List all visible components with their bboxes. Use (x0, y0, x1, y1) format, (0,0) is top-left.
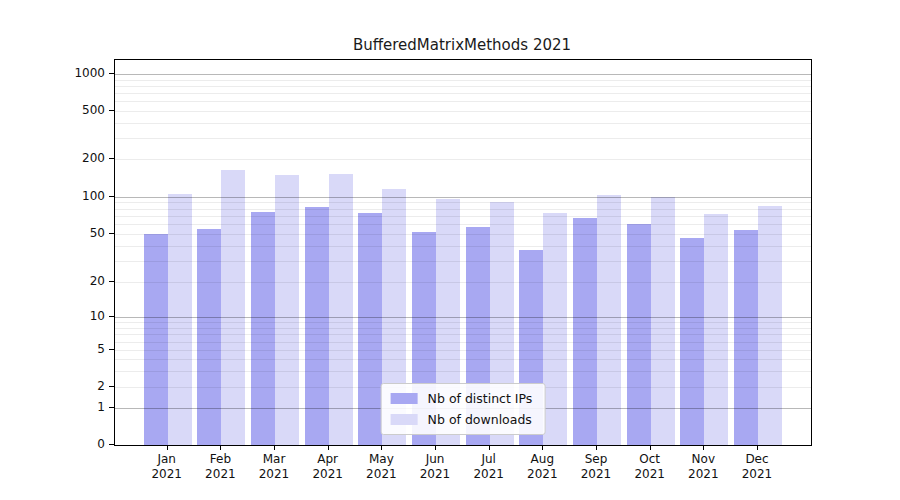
y-axis-tick-10 (109, 316, 114, 317)
y-axis-tick-50 (109, 233, 114, 234)
x-axis-label-apr: Apr 2021 (297, 452, 359, 482)
gridline-y-40 (115, 246, 811, 247)
gridline-y-10 (115, 317, 811, 318)
legend-item-downloads: Nb of downloads (391, 412, 533, 427)
x-axis-label-dec: Dec 2021 (726, 452, 788, 482)
x-axis-label-nov: Nov 2021 (672, 452, 734, 482)
x-axis-label-sep: Sep 2021 (565, 452, 627, 482)
bar-ips-jan (144, 234, 168, 445)
bar-downloads-jan (168, 194, 192, 445)
y-axis-tick-0 (109, 444, 114, 445)
y-axis-tick-20 (109, 281, 114, 282)
y-axis-tick-2 (109, 386, 114, 387)
gridline-y-100 (115, 197, 811, 198)
y-axis-label-5: 5 (59, 343, 105, 355)
x-axis-tick-jul (489, 445, 490, 450)
gridline-y-20 (115, 282, 811, 283)
gridline-y-700 (115, 93, 811, 94)
gridline-y-5 (115, 350, 811, 351)
gridline-y-9 (115, 322, 811, 323)
y-axis-label-20: 20 (59, 275, 105, 287)
x-axis-tick-dec (757, 445, 758, 450)
y-axis-label-50: 50 (59, 227, 105, 239)
x-axis-tick-may (381, 445, 382, 450)
legend-swatch-distinct-ips (391, 393, 418, 404)
y-axis-tick-1 (109, 407, 114, 408)
x-axis-label-mar: Mar 2021 (243, 452, 305, 482)
x-axis-tick-apr (328, 445, 329, 450)
y-axis-tick-5 (109, 349, 114, 350)
x-axis-label-jan: Jan 2021 (136, 452, 198, 482)
bar-ips-may (358, 213, 382, 445)
bar-ips-sep (573, 218, 597, 445)
gridline-y-600 (115, 101, 811, 102)
x-axis-tick-feb (220, 445, 221, 450)
gridline-y-300 (115, 138, 811, 139)
legend: Nb of distinct IPs Nb of downloads (381, 383, 546, 435)
chart-figure: BufferedMatrixMethods 2021 Nb of distinc… (0, 0, 900, 500)
gridline-y-200 (115, 159, 811, 160)
x-axis-tick-nov (703, 445, 704, 450)
legend-swatch-downloads (391, 414, 418, 425)
legend-label: Nb of distinct IPs (428, 391, 533, 406)
bar-downloads-nov (704, 214, 728, 445)
gridline-y-80 (115, 209, 811, 210)
gridline-y-1000 (115, 74, 811, 75)
gridline-y-400 (115, 123, 811, 124)
bar-downloads-apr (329, 174, 353, 445)
y-axis-label-10: 10 (59, 310, 105, 322)
gridline-y-50 (115, 234, 811, 235)
x-axis-label-aug: Aug 2021 (511, 452, 573, 482)
y-axis-label-1000: 1000 (59, 67, 105, 79)
x-axis-label-jun: Jun 2021 (404, 452, 466, 482)
plot-area: Nb of distinct IPs Nb of downloads (114, 59, 812, 446)
y-axis-tick-100 (109, 196, 114, 197)
y-axis-label-100: 100 (59, 190, 105, 202)
chart-title: BufferedMatrixMethods 2021 (114, 36, 810, 54)
legend-label: Nb of downloads (428, 412, 532, 427)
y-axis-label-2: 2 (59, 380, 105, 392)
y-axis-label-500: 500 (59, 104, 105, 116)
legend-item-distinct-ips: Nb of distinct IPs (391, 391, 533, 406)
x-axis-tick-jan (167, 445, 168, 450)
y-axis-tick-500 (109, 110, 114, 111)
bar-downloads-aug (543, 213, 567, 445)
y-axis-label-1: 1 (59, 401, 105, 413)
gridline-y-7 (115, 334, 811, 335)
bar-ips-mar (251, 212, 275, 445)
gridline-y-6 (115, 342, 811, 343)
gridline-y-800 (115, 86, 811, 87)
gridline-y-500 (115, 111, 811, 112)
gridline-y-3 (115, 371, 811, 372)
y-axis-label-0: 0 (59, 438, 105, 450)
x-axis-tick-aug (542, 445, 543, 450)
bar-downloads-feb (221, 170, 245, 445)
y-axis-tick-1000 (109, 73, 114, 74)
gridline-y-4 (115, 359, 811, 360)
gridline-y-60 (115, 224, 811, 225)
x-axis-tick-jun (435, 445, 436, 450)
x-axis-tick-oct (650, 445, 651, 450)
gridline-y-90 (115, 202, 811, 203)
gridline-y-30 (115, 261, 811, 262)
x-axis-tick-sep (596, 445, 597, 450)
bar-ips-dec (734, 230, 758, 445)
x-axis-tick-mar (274, 445, 275, 450)
gridline-y-900 (115, 80, 811, 81)
y-axis-tick-200 (109, 158, 114, 159)
y-axis-label-200: 200 (59, 152, 105, 164)
gridline-y-8 (115, 328, 811, 329)
gridline-y-70 (115, 216, 811, 217)
